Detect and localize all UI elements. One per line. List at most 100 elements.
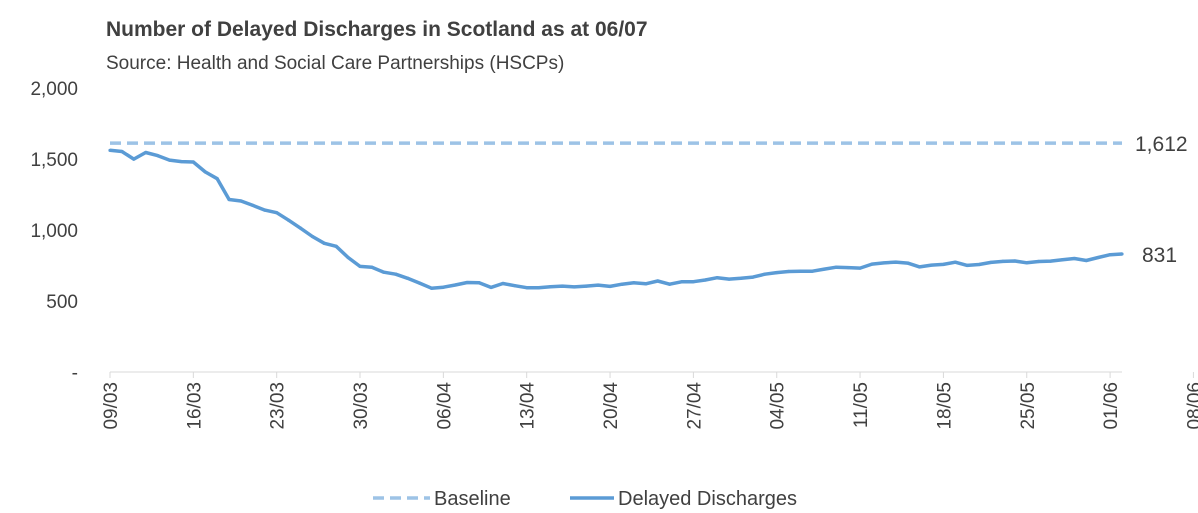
data-point: [191, 160, 195, 164]
data-point: [679, 280, 684, 284]
x-tick-label: 27/04: [684, 382, 705, 430]
data-point: [370, 265, 374, 269]
data-point: [132, 157, 136, 161]
data-point: [156, 153, 160, 158]
data-point: [1001, 259, 1005, 263]
x-tick-label: 23/03: [268, 382, 289, 430]
y-tick-label: 500: [46, 292, 78, 313]
data-point: [584, 284, 588, 288]
data-point: [477, 281, 481, 285]
data-point: [1013, 259, 1017, 263]
x-tick-label: 20/04: [601, 382, 622, 430]
data-point: [846, 266, 850, 270]
data-point: [1037, 259, 1041, 264]
data-point: [251, 203, 255, 208]
data-point: [775, 271, 779, 275]
data-point: [596, 283, 600, 287]
legend-label-delayed-discharges: Delayed Discharges: [618, 488, 797, 510]
data-point: [1108, 253, 1112, 257]
data-points: [108, 148, 1124, 290]
data-point: [322, 241, 326, 245]
data-point: [703, 278, 707, 282]
data-point: [834, 265, 838, 269]
data-point: [953, 260, 957, 264]
data-point: [394, 272, 398, 276]
data-point: [489, 285, 493, 289]
data-point: [298, 226, 303, 230]
data-point: [429, 286, 434, 290]
data-point: [560, 284, 565, 288]
data-point: [822, 267, 826, 271]
data-point: [715, 276, 719, 280]
data-point: [787, 269, 791, 274]
legend-label-baseline: Baseline: [434, 488, 511, 510]
data-point: [656, 279, 660, 283]
data-point: [882, 261, 886, 265]
data-point: [608, 284, 612, 288]
data-point: [1120, 252, 1124, 256]
data-point: [989, 260, 993, 264]
data-point: [227, 197, 231, 202]
data-point: [525, 286, 529, 290]
x-tick-label: 11/05: [851, 382, 872, 428]
data-point: [906, 261, 910, 265]
data-point: [501, 281, 505, 286]
data-point: [144, 150, 148, 155]
y-tick-label: -: [72, 363, 78, 384]
data-point: [894, 260, 898, 264]
data-point: [858, 266, 862, 270]
data-point: [1072, 256, 1076, 261]
data-point: [263, 208, 267, 212]
x-tick-label: 01/06: [1101, 382, 1122, 430]
data-point: [167, 158, 172, 162]
data-point: [215, 177, 219, 181]
y-tick-label: 2,000: [30, 79, 78, 100]
data-point: [667, 282, 672, 286]
x-tick-label: 25/05: [1018, 382, 1039, 430]
data-point: [417, 281, 422, 285]
x-axis-ticks: 09/03 16/03 23/03 30/03 06/04 13/04 20/04 27/04…: [101, 372, 1198, 430]
data-point: [620, 282, 624, 286]
data-point: [929, 263, 934, 267]
data-point: [179, 159, 184, 164]
x-tick-label: 30/03: [351, 382, 372, 430]
data-point: [465, 280, 469, 285]
data-point: [406, 276, 410, 280]
data-point: [382, 270, 386, 274]
data-point: [358, 264, 362, 268]
x-tick-label: 18/05: [934, 382, 955, 430]
data-point: [632, 281, 636, 285]
data-point: [120, 149, 124, 154]
data-point: [1084, 258, 1088, 263]
data-point: [977, 262, 981, 267]
data-point: [441, 285, 445, 289]
data-point: [870, 262, 874, 266]
data-point: [334, 244, 338, 248]
data-point: [644, 282, 648, 286]
data-point: [763, 272, 767, 276]
x-tick-label: 09/03: [101, 382, 122, 430]
y-tick-label: 1,500: [30, 150, 78, 171]
data-point: [239, 199, 243, 203]
data-point: [548, 285, 553, 289]
legend: Baseline Delayed Discharges: [373, 488, 797, 510]
x-tick-label: 16/03: [184, 382, 205, 430]
data-point: [918, 265, 922, 269]
data-point: [203, 170, 207, 174]
data-point: [751, 275, 755, 279]
y-tick-label: 1,000: [30, 221, 78, 242]
x-tick-label: 13/04: [518, 382, 539, 430]
data-point: [453, 283, 457, 287]
data-point: [572, 285, 576, 289]
chart-title: Number of Delayed Discharges in Scotland…: [106, 18, 648, 41]
data-point: [727, 277, 731, 281]
series-delayed-discharges-line: [109, 148, 1123, 290]
data-point: [346, 255, 350, 260]
x-tick-label: 06/04: [434, 382, 455, 430]
data-point: [965, 263, 969, 267]
data-point: [286, 218, 291, 222]
data-point: [310, 234, 314, 239]
data-point: [810, 269, 815, 273]
data-point: [798, 269, 803, 273]
